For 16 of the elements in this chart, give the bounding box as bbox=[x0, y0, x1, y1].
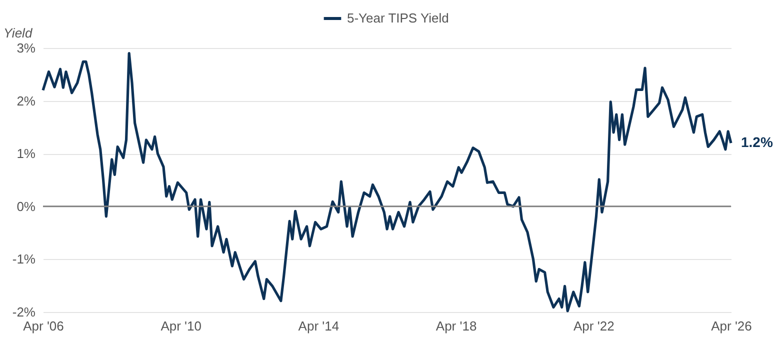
y-tick-label: 2% bbox=[16, 93, 36, 108]
y-tick-label: -2% bbox=[12, 304, 36, 320]
y-tick-label: 1% bbox=[16, 146, 36, 162]
annotation: 1.2% bbox=[741, 134, 774, 150]
x-tick-label: Apr '22 bbox=[574, 318, 614, 334]
legend-label: 5-Year TIPS Yield bbox=[347, 10, 449, 26]
y-tick-label: -1% bbox=[12, 252, 36, 267]
x-tick-label: Apr '26 bbox=[711, 318, 752, 334]
line-series bbox=[42, 52, 732, 312]
x-tick-label: Apr '06 bbox=[23, 318, 64, 334]
x-tick-label: Apr '18 bbox=[436, 318, 477, 334]
y-axis-title: Yield bbox=[4, 26, 33, 40]
x-tick-label: Apr '14 bbox=[298, 318, 340, 334]
y-tick-label: 0% bbox=[16, 198, 36, 214]
y-tick-label: 3% bbox=[16, 40, 36, 56]
x-tick-label: Apr '10 bbox=[160, 318, 202, 334]
